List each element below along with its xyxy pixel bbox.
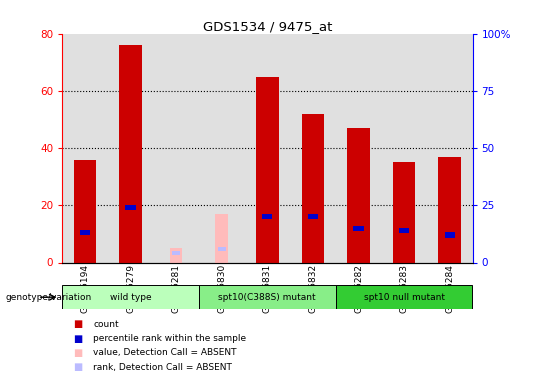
Bar xyxy=(119,45,142,262)
Bar xyxy=(427,34,472,262)
Bar xyxy=(245,34,290,262)
Text: rank, Detection Call = ABSENT: rank, Detection Call = ABSENT xyxy=(93,363,232,372)
Bar xyxy=(393,162,415,262)
Text: spt10(C388S) mutant: spt10(C388S) mutant xyxy=(219,292,316,302)
Text: genotype/variation: genotype/variation xyxy=(5,292,92,302)
Bar xyxy=(256,76,279,262)
Bar xyxy=(218,247,226,251)
Bar xyxy=(199,285,336,309)
Text: percentile rank within the sample: percentile rank within the sample xyxy=(93,334,247,343)
Bar xyxy=(73,160,96,262)
Bar xyxy=(262,214,272,219)
Text: ■: ■ xyxy=(73,320,82,329)
Title: GDS1534 / 9475_at: GDS1534 / 9475_at xyxy=(202,20,332,33)
Bar xyxy=(62,34,107,262)
Bar xyxy=(107,34,153,262)
Bar xyxy=(438,157,461,262)
Text: spt10 null mutant: spt10 null mutant xyxy=(363,292,444,302)
Text: ■: ■ xyxy=(73,334,82,344)
Bar xyxy=(80,230,90,236)
Bar xyxy=(336,34,381,262)
Bar xyxy=(290,34,336,262)
Text: value, Detection Call = ABSENT: value, Detection Call = ABSENT xyxy=(93,348,237,357)
Bar xyxy=(308,214,318,219)
Text: ■: ■ xyxy=(73,362,82,372)
Bar xyxy=(347,128,370,262)
Bar xyxy=(381,34,427,262)
Bar xyxy=(199,34,245,262)
Text: wild type: wild type xyxy=(110,292,151,302)
Bar xyxy=(170,248,183,262)
Bar xyxy=(62,285,199,309)
Bar xyxy=(336,285,472,309)
Bar xyxy=(301,114,325,262)
Bar xyxy=(125,205,136,210)
Text: ■: ■ xyxy=(73,348,82,358)
Text: count: count xyxy=(93,320,119,329)
Bar xyxy=(172,251,180,255)
Bar xyxy=(399,228,409,233)
Bar xyxy=(153,34,199,262)
Bar xyxy=(444,232,455,238)
Bar xyxy=(353,226,363,231)
Bar xyxy=(215,214,228,262)
